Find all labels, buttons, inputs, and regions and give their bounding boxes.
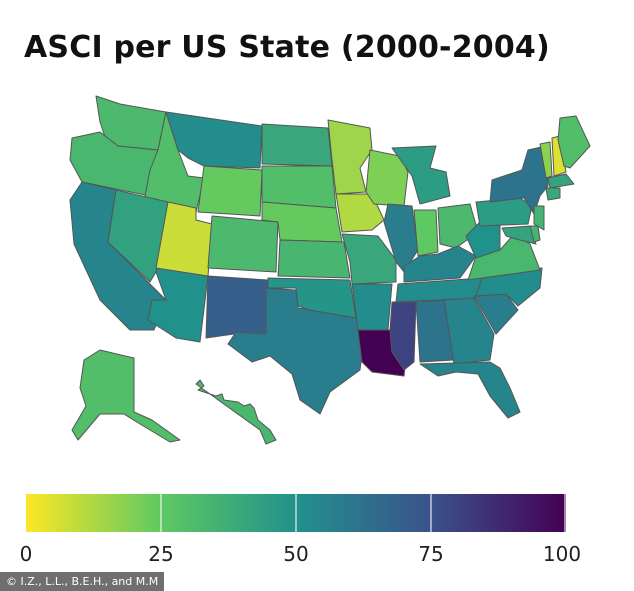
state-MI [391, 145, 451, 205]
scale-tick-label: 100 [542, 542, 582, 566]
state-NY [489, 145, 549, 215]
state-MN [327, 119, 373, 195]
state-TX [227, 287, 365, 415]
scale-tick-label: 25 [148, 542, 174, 566]
us-choropleth-map [69, 95, 591, 445]
state-KS [277, 239, 351, 279]
state-ME [557, 115, 591, 169]
state-NC [475, 267, 543, 307]
state-AR [351, 283, 393, 331]
state-AK [71, 349, 181, 443]
state-MO [341, 233, 397, 285]
state-FL [419, 361, 521, 419]
scale-tick-label: 75 [418, 542, 444, 566]
state-NJ [533, 205, 545, 231]
state-SD [261, 165, 337, 209]
state-MD [501, 225, 537, 245]
scale-tick-label: 50 [283, 542, 309, 566]
state-IN [413, 209, 439, 257]
color-scale-bar [26, 494, 566, 532]
state-PA [475, 197, 533, 227]
state-DE [529, 225, 541, 243]
state-MA [547, 173, 575, 189]
state-NM [205, 275, 269, 339]
state-KY [403, 245, 477, 283]
state-IA [335, 193, 385, 233]
state-NH [551, 135, 567, 177]
state-AZ [147, 263, 209, 343]
state-HI [195, 379, 277, 445]
state-WV [465, 221, 501, 259]
scale-tick-label: 0 [19, 542, 33, 566]
map-title: ASCI per US State (2000-2004) [24, 30, 550, 65]
state-ND [261, 123, 333, 167]
state-CO [207, 215, 279, 273]
state-VT [539, 141, 553, 179]
state-GA [443, 297, 495, 365]
image-credit: © I.Z., L.L., B.E.H., and M.M [0, 572, 165, 591]
state-CT [545, 187, 561, 201]
state-NV [107, 189, 169, 283]
state-WY [197, 165, 263, 217]
